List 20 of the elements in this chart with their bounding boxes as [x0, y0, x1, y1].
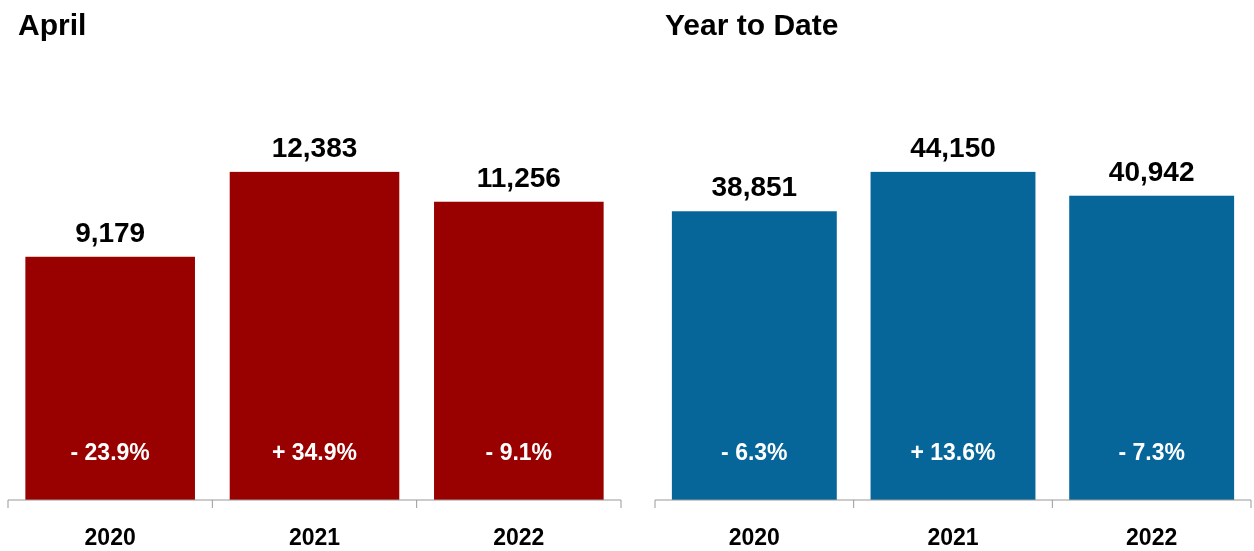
x-tick-label: 2020 [84, 524, 136, 550]
annotation: - 23.9% [70, 439, 150, 465]
x-tick-label: 2020 [728, 524, 780, 550]
annotation: + 34.9% [271, 439, 358, 465]
annotation: - 7.3% [1118, 439, 1185, 465]
data-label: 38,851 [711, 171, 798, 203]
x-tick-label: 2022 [493, 524, 545, 550]
data-label: 11,256 [476, 161, 561, 193]
chart-title: Year to Date [665, 8, 839, 41]
annotation: - 6.3% [721, 439, 788, 465]
data-label: 12,383 [271, 131, 358, 163]
data-label: 44,150 [910, 131, 996, 163]
data-label: 9,179 [75, 216, 146, 248]
x-tick-label: 2021 [288, 524, 341, 550]
chart-title: April [18, 8, 87, 41]
data-label: 40,942 [1108, 155, 1195, 187]
x-tick-label: 2022 [1126, 524, 1178, 550]
annotation: - 9.1% [485, 439, 553, 465]
annotation: + 13.6% [910, 439, 996, 465]
x-tick-label: 2021 [927, 524, 979, 550]
